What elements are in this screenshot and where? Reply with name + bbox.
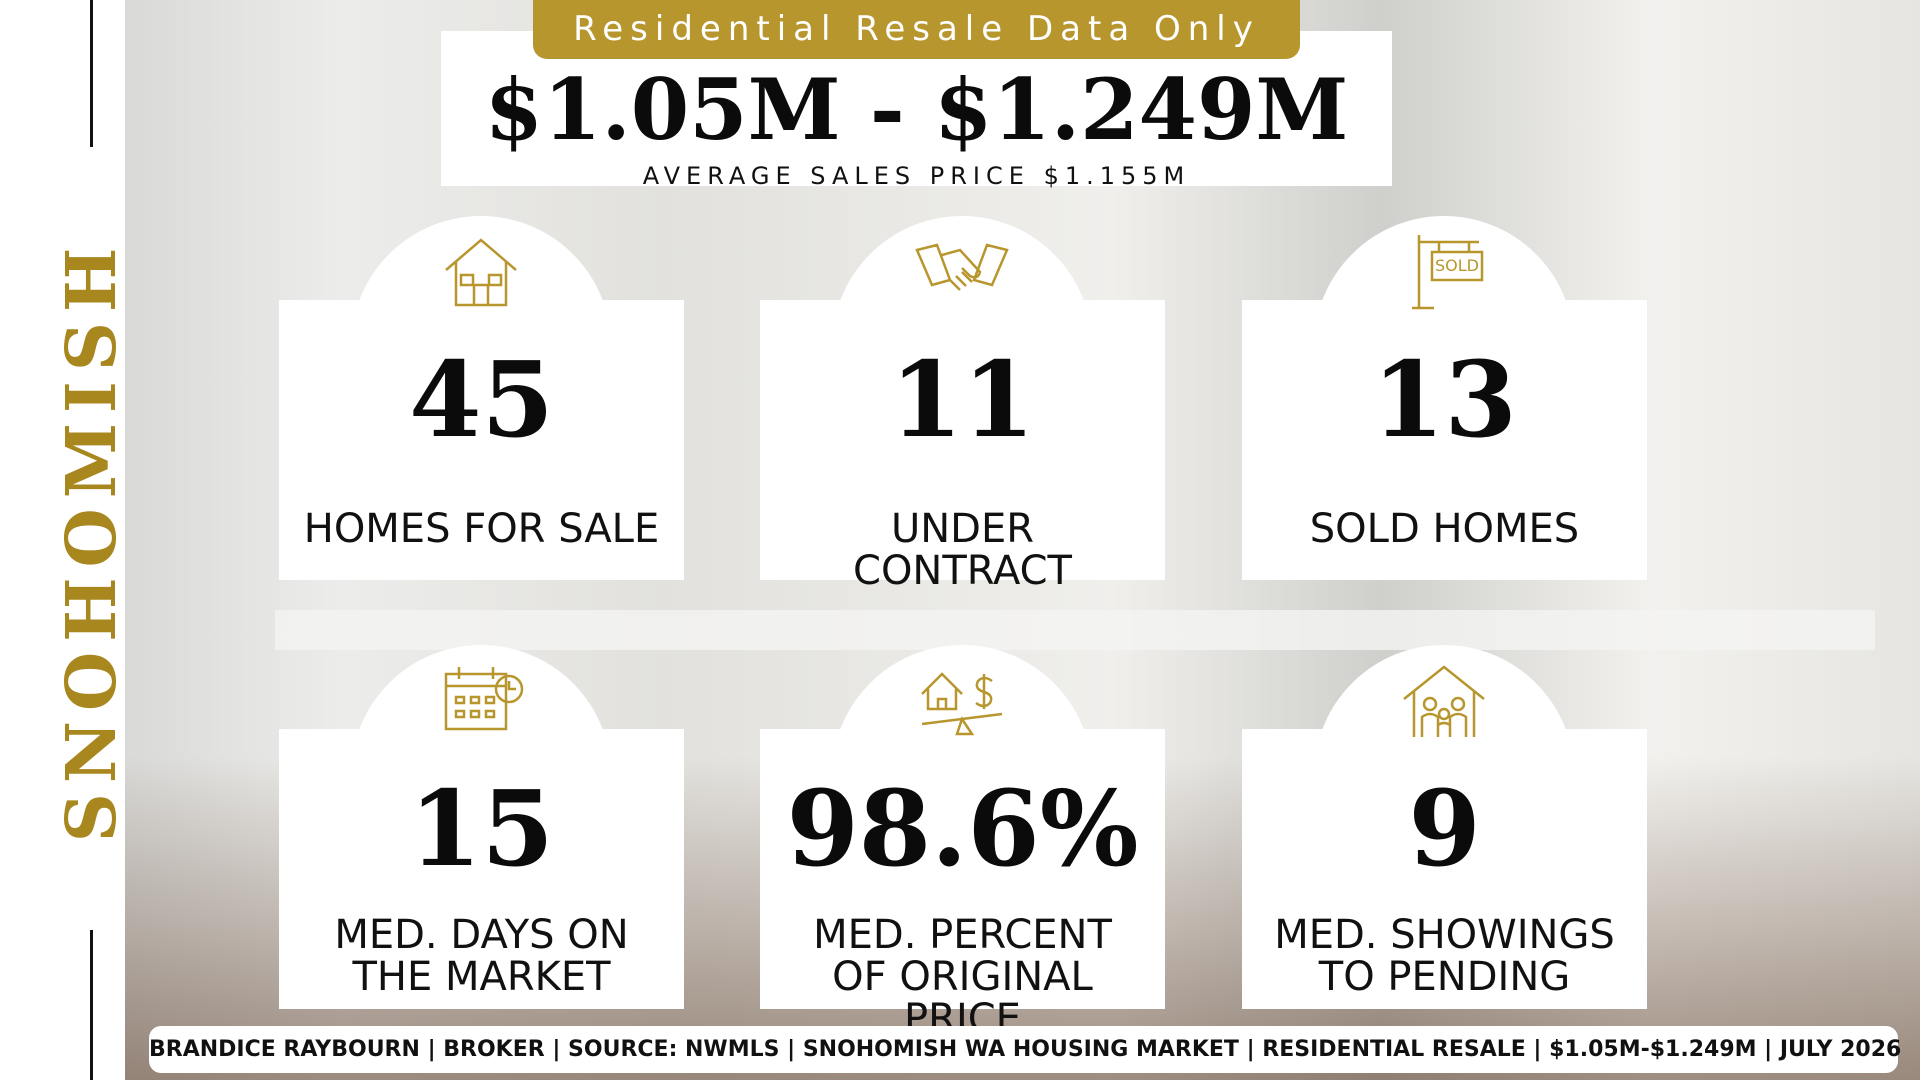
stat-label: MED. PERCENT OF ORIGINAL PRICE <box>813 912 1112 1042</box>
subtitle: AVERAGE SALES PRICE $1.155M <box>642 162 1191 190</box>
stat-value: 98.6% <box>786 767 1139 890</box>
stat-card: 98.6% MED. PERCENT OF ORIGINAL PRICE <box>760 729 1165 1040</box>
stat-label: MED. DAYS ON THE MARKET <box>334 912 629 1000</box>
footer: BRANDICE RAYBOURN | BROKER | SOURCE: NWM… <box>149 1026 1901 1073</box>
stat-card: 45 HOMES FOR SALE <box>279 300 684 580</box>
icon <box>915 243 1009 291</box>
icon <box>921 672 1003 736</box>
title: $1.05M - $1.249M <box>484 60 1349 159</box>
stat-value: 15 <box>409 767 554 890</box>
stat-value: 11 <box>890 338 1035 461</box>
stat-value: 13 <box>1372 338 1517 461</box>
stat-value: 9 <box>1408 767 1481 890</box>
stat-value: 45 <box>409 338 554 461</box>
side-label: SNOHOMISH <box>52 237 132 843</box>
rule <box>90 930 93 1080</box>
icon <box>445 238 517 307</box>
stat-card: 9 MED. SHOWINGS TO PENDING <box>1242 729 1647 1009</box>
stat-card: 11 UNDER CONTRACT <box>760 300 1165 592</box>
stat-card: 13 SOLD HOMES <box>1242 300 1647 580</box>
badge: Residential Resale Data Only <box>533 0 1300 59</box>
icon: SOLD <box>1412 235 1484 310</box>
stat-label: SOLD HOMES <box>1309 506 1580 552</box>
rule <box>90 0 93 147</box>
icon <box>444 667 524 731</box>
svg-text:SOLD: SOLD <box>1435 256 1479 275</box>
stat-card: 15 MED. DAYS ON THE MARKET <box>279 729 684 1009</box>
stat-label: MED. SHOWINGS TO PENDING <box>1274 912 1615 1000</box>
icon <box>1403 665 1485 737</box>
stat-label: UNDER CONTRACT <box>853 506 1072 594</box>
stat-label: HOMES FOR SALE <box>303 506 660 552</box>
counter <box>275 610 1875 650</box>
side-bar: SNOHOMISH <box>0 0 132 1080</box>
